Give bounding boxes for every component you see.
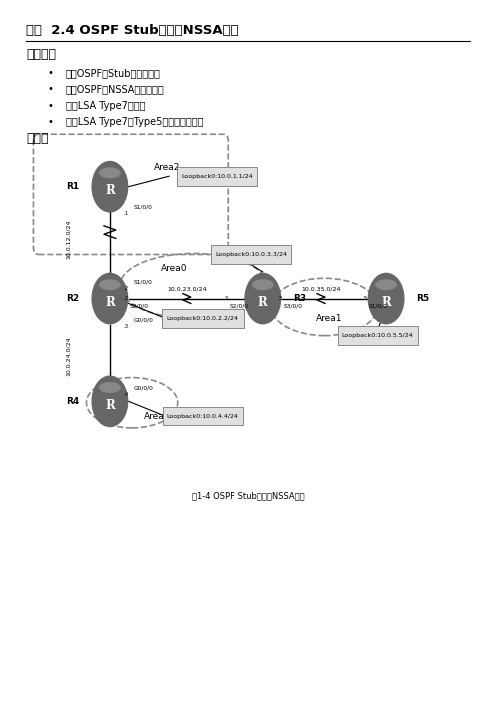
FancyBboxPatch shape — [178, 167, 257, 185]
Text: R: R — [105, 399, 115, 412]
Text: •: • — [48, 68, 54, 79]
Text: S1/0/0: S1/0/0 — [133, 204, 152, 209]
Circle shape — [245, 273, 281, 324]
Text: 10.0.12.0/24: 10.0.12.0/24 — [65, 219, 70, 259]
FancyBboxPatch shape — [163, 406, 243, 425]
Text: 观察LSA Type7的内容: 观察LSA Type7的内容 — [65, 100, 145, 111]
Text: R: R — [105, 185, 115, 197]
Text: 图1-4 OSPF Stub区域与NSSA区域: 图1-4 OSPF Stub区域与NSSA区域 — [191, 491, 305, 501]
Text: Area3: Area3 — [143, 411, 170, 420]
Text: .4: .4 — [124, 392, 129, 397]
Text: S2/0/0: S2/0/0 — [229, 304, 248, 309]
Text: .3: .3 — [277, 296, 283, 301]
Text: 掌握OSPF的NSSA区域的配置: 掌握OSPF的NSSA区域的配置 — [65, 84, 164, 95]
Text: R: R — [105, 296, 115, 310]
Text: R2: R2 — [66, 294, 79, 303]
Text: S1/0/0: S1/0/0 — [133, 280, 152, 285]
Text: G0/0/0: G0/0/0 — [133, 318, 153, 323]
Ellipse shape — [376, 280, 396, 289]
Text: 学习目的: 学习目的 — [26, 48, 56, 61]
Text: 10.0.35.0/24: 10.0.35.0/24 — [301, 286, 341, 291]
Text: .2: .2 — [124, 286, 129, 291]
Text: Loopback0:10.0.1.1/24: Loopback0:10.0.1.1/24 — [182, 173, 253, 179]
Text: S2/0/0: S2/0/0 — [129, 304, 149, 309]
FancyBboxPatch shape — [162, 309, 244, 328]
Text: Loopback0:10.0.4.4/24: Loopback0:10.0.4.4/24 — [167, 413, 239, 418]
Text: Area0: Area0 — [161, 264, 187, 273]
Ellipse shape — [252, 280, 273, 289]
Text: Loopback0:10.0.2.2/24: Loopback0:10.0.2.2/24 — [167, 316, 239, 321]
Circle shape — [92, 273, 127, 324]
Text: •: • — [48, 100, 54, 111]
Text: Area1: Area1 — [316, 314, 343, 324]
Circle shape — [92, 376, 127, 427]
Text: R3: R3 — [293, 294, 307, 303]
Text: 掌握OSPF的Stub区域的配置: 掌握OSPF的Stub区域的配置 — [65, 68, 160, 79]
Text: Loopback0:10.0.3.3/24: Loopback0:10.0.3.3/24 — [215, 252, 287, 257]
Ellipse shape — [100, 168, 120, 178]
Text: •: • — [48, 84, 54, 95]
Ellipse shape — [100, 383, 120, 392]
Text: 10.0.23.0/24: 10.0.23.0/24 — [167, 286, 207, 291]
Text: .2: .2 — [124, 296, 128, 301]
Circle shape — [92, 161, 127, 212]
Text: •: • — [48, 117, 54, 126]
Text: Loopback0:10.0.5.5/24: Loopback0:10.0.5.5/24 — [342, 333, 414, 338]
Text: Area2: Area2 — [153, 164, 180, 172]
Ellipse shape — [100, 280, 120, 289]
Text: R: R — [258, 296, 268, 310]
FancyBboxPatch shape — [211, 245, 291, 264]
Text: R5: R5 — [417, 294, 430, 303]
Text: .3: .3 — [223, 296, 228, 301]
Text: 实验  2.4 OSPF Stub区域与NSSA区域: 实验 2.4 OSPF Stub区域与NSSA区域 — [26, 25, 239, 37]
Text: 拓扑图: 拓扑图 — [26, 132, 49, 145]
Text: G0/0/0: G0/0/0 — [133, 385, 153, 390]
Text: R4: R4 — [66, 397, 79, 406]
Text: 理解LSA Type7与Type5之间的转化关系: 理解LSA Type7与Type5之间的转化关系 — [65, 117, 203, 126]
Circle shape — [369, 273, 404, 324]
FancyBboxPatch shape — [338, 326, 418, 345]
Text: R: R — [381, 296, 391, 310]
Text: S1/0/0: S1/0/0 — [369, 304, 387, 309]
Text: R1: R1 — [66, 183, 79, 191]
Text: 10.0.24.0/24: 10.0.24.0/24 — [65, 337, 70, 376]
Text: S3/0/0: S3/0/0 — [284, 304, 303, 309]
Text: .3: .3 — [124, 324, 129, 329]
Text: .5: .5 — [362, 296, 368, 301]
Text: .1: .1 — [124, 211, 129, 216]
